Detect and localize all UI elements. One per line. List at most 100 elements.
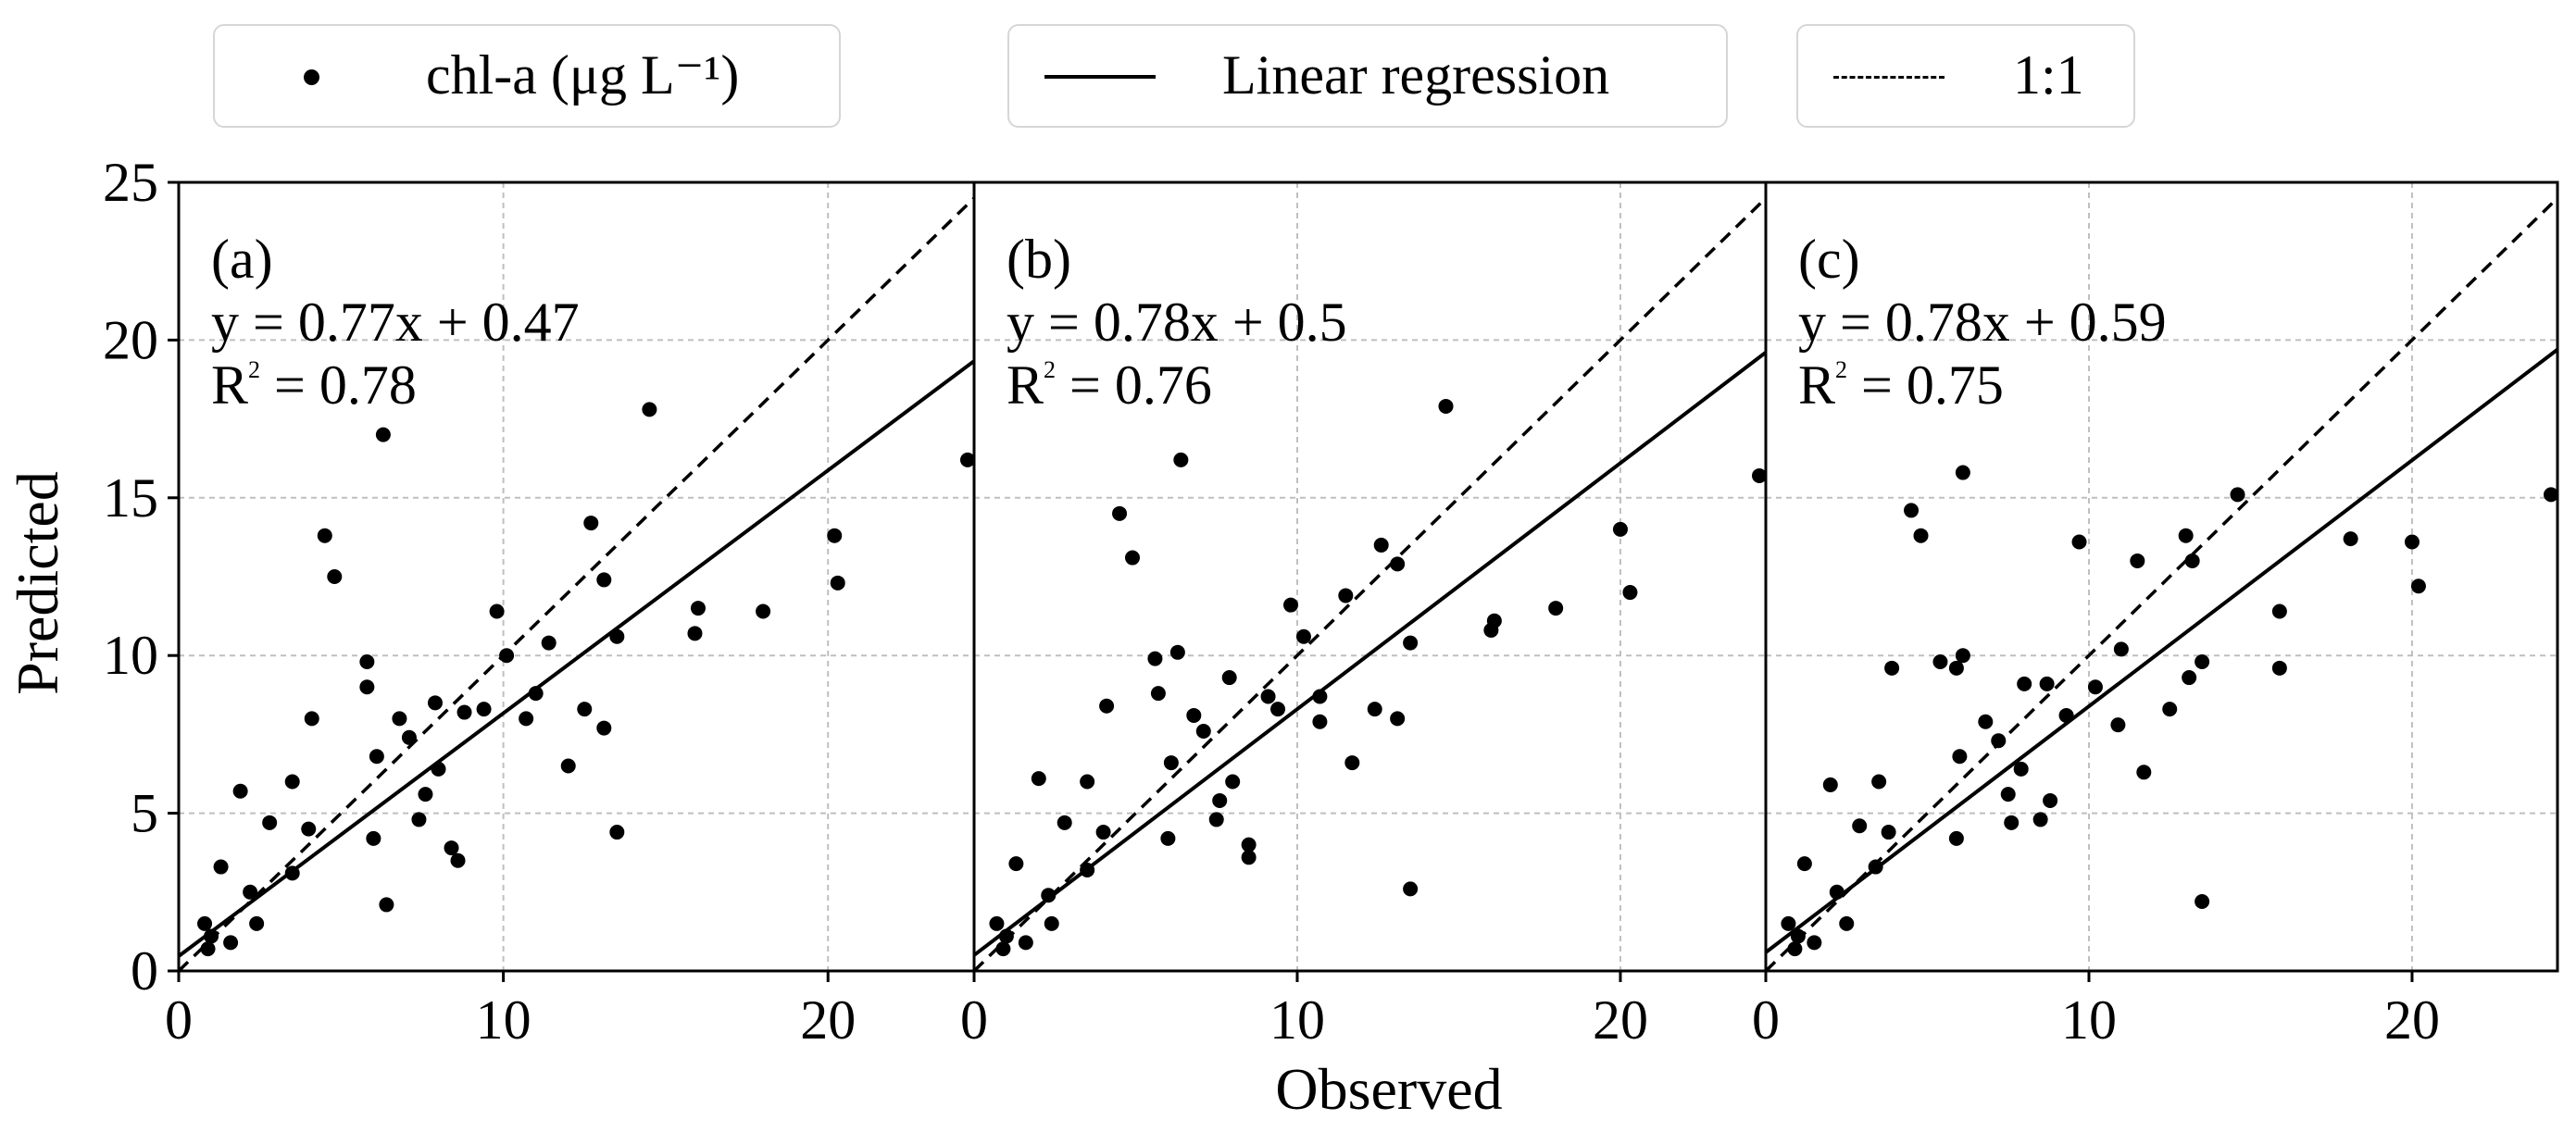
data-point [1881, 825, 1896, 840]
data-point [1839, 915, 1855, 931]
data-point [519, 711, 534, 727]
data-point [200, 941, 216, 957]
data-point [232, 783, 248, 799]
data-point [262, 815, 278, 830]
data-point [1852, 818, 1868, 834]
data-point [1186, 707, 1202, 723]
data-point [1169, 644, 1185, 660]
data-point [1403, 881, 1419, 897]
data-point [1913, 528, 1929, 543]
data-point [444, 840, 459, 856]
legend-label-one-to-one: 1:1 [2013, 44, 2084, 106]
r-squared: R2 = 0.76 [1007, 355, 1212, 416]
data-point [2017, 676, 2032, 691]
x-axis-label: Observed [1275, 1056, 1502, 1122]
data-point [213, 859, 229, 875]
scatter-points [1781, 465, 2557, 957]
data-point [243, 884, 258, 900]
data-point [830, 575, 845, 591]
data-point [304, 711, 319, 727]
data-point [1173, 452, 1189, 467]
regression-equation: y = 0.78x + 0.59 [1798, 292, 2167, 353]
data-point [489, 603, 505, 619]
data-point [1125, 550, 1140, 566]
data-point [1195, 723, 1211, 739]
data-point [369, 749, 384, 765]
data-point [359, 679, 375, 695]
legend-label-linear-regression: Linear regression [1222, 44, 1610, 106]
regression-equation: y = 0.77x + 0.47 [211, 292, 580, 353]
panel-1: 0 10 20 (b)y = 0.78x + 0.5R2 = 0.76 [960, 180, 1768, 1051]
data-point [2195, 654, 2210, 670]
data-point [427, 695, 443, 711]
data-point [1241, 837, 1257, 852]
panel-label: (c) [1798, 229, 1860, 290]
data-point [1438, 398, 1454, 414]
one-to-one-line [1766, 196, 2557, 971]
data-point [2136, 765, 2152, 780]
data-point [301, 821, 317, 837]
regression-line [972, 351, 1768, 957]
plot-frame [1764, 180, 2559, 973]
data-point [687, 626, 703, 641]
data-point [1955, 465, 1970, 480]
data-point [327, 569, 343, 584]
data-point [1295, 628, 1311, 644]
data-point [1752, 467, 1766, 483]
data-point [249, 915, 265, 931]
x-tick-label: 10 [2061, 989, 2117, 1051]
data-point [2087, 679, 2103, 695]
data-point [1221, 670, 1237, 686]
data-point [1147, 651, 1163, 666]
data-point [2071, 534, 2087, 550]
data-point [359, 654, 375, 670]
data-point [959, 452, 974, 467]
y-axis-label: Predicted [5, 471, 70, 695]
data-point [1283, 597, 1298, 613]
data-point [1367, 702, 1382, 717]
one-to-one-line [974, 196, 1766, 971]
data-point [1095, 825, 1111, 840]
data-point [392, 711, 407, 727]
x-tick-label: 20 [1593, 989, 1648, 1051]
data-point [1948, 660, 1964, 676]
data-point [1080, 774, 1095, 790]
data-point [756, 603, 771, 619]
data-point [1031, 771, 1046, 787]
data-point [1099, 698, 1115, 714]
data-point [583, 516, 599, 531]
scatter-points [197, 402, 974, 957]
r-squared: R2 = 0.78 [211, 355, 417, 416]
data-point [1978, 714, 1994, 729]
data-point [450, 852, 466, 868]
data-point [375, 427, 391, 442]
data-point [1884, 660, 1900, 676]
data-point [1225, 774, 1241, 790]
data-point [541, 635, 556, 651]
data-point [2230, 487, 2245, 503]
data-point [2043, 792, 2058, 808]
data-point [1150, 686, 1166, 702]
x-tick-label: 0 [960, 989, 988, 1051]
data-point [2113, 641, 2129, 657]
data-point [1212, 792, 1228, 808]
y-tick-label: 20 [103, 309, 158, 370]
legend-dashed-line-icon [1833, 76, 1945, 79]
data-point [1312, 714, 1328, 729]
x-tick-label: 20 [800, 989, 856, 1051]
data-point [1787, 941, 1803, 957]
data-point [1796, 856, 1812, 872]
data-point [476, 702, 492, 717]
data-point [2013, 761, 2029, 777]
data-point [1373, 537, 1389, 553]
data-point [995, 941, 1011, 957]
data-point [1781, 915, 1796, 931]
panel-label: (a) [211, 229, 273, 290]
data-point [1018, 935, 1033, 951]
x-tick-label: 10 [1269, 989, 1325, 1051]
legend-entry-linear-regression: Linear regression [1007, 24, 1728, 128]
data-point [1822, 777, 1838, 792]
data-point [317, 528, 332, 543]
one-to-one-line [179, 196, 974, 971]
